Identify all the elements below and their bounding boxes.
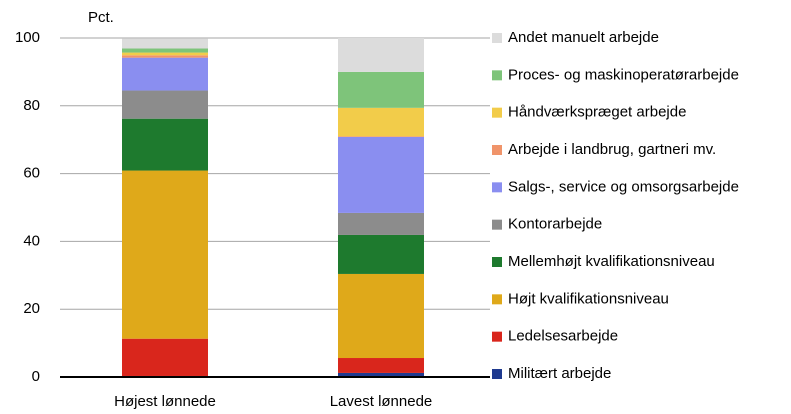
legend-swatch — [492, 182, 502, 193]
bar-segment — [122, 52, 208, 56]
bar-segment — [338, 71, 424, 108]
bar-segment — [338, 212, 424, 235]
bar-segment — [122, 118, 208, 171]
legend-swatch — [492, 70, 502, 81]
legend-label: Mellemhøjt kvalifikationsniveau — [508, 253, 715, 270]
legend-label: Proces- og maskinoperatørarbejde — [508, 66, 739, 83]
legend-swatch — [492, 145, 502, 155]
bar-segment — [122, 57, 208, 91]
bar-segment — [338, 136, 424, 213]
legend-label: Militært arbejde — [508, 365, 611, 382]
bar-segment — [338, 136, 424, 137]
bar-segment — [122, 55, 208, 58]
bar-segment — [122, 170, 208, 339]
legend-label: Højt kvalifikationsniveau — [508, 290, 669, 307]
x-tick-label: Lavest lønnede — [330, 393, 433, 410]
bar-segment — [122, 48, 208, 53]
legend-swatch — [492, 219, 502, 230]
legend-swatch — [492, 369, 502, 379]
legend-label: Salgs-, service og omsorgsarbejde — [508, 178, 739, 195]
legend-swatch — [492, 33, 502, 43]
y-tick-label: 100 — [15, 29, 40, 46]
legend-swatch — [492, 294, 502, 305]
legend-label: Håndværkspræget arbejde — [508, 104, 686, 121]
y-tick-label: 40 — [23, 232, 40, 249]
legend-label: Arbejde i landbrug, gartneri mv. — [508, 141, 716, 158]
bar-segment — [338, 38, 424, 72]
legend-swatch — [492, 331, 502, 342]
bar-segment — [338, 234, 424, 274]
bar-segment — [338, 358, 424, 373]
y-tick-label: 20 — [23, 300, 40, 317]
bar-segment — [122, 338, 208, 376]
y-tick-label: 0 — [32, 368, 40, 385]
bar-segment — [338, 372, 424, 377]
bar-segment — [338, 107, 424, 137]
legend-swatch — [492, 107, 502, 118]
bar-segment — [122, 90, 208, 119]
y-tick-label: 60 — [23, 165, 40, 182]
bar-segment — [122, 38, 208, 49]
legend-label: Kontorarbejde — [508, 216, 602, 233]
legend-swatch — [492, 257, 502, 267]
legend-label: Andet manuelt arbejde — [508, 29, 659, 46]
x-tick-label: Højest lønnede — [114, 393, 216, 410]
bar-segment — [338, 273, 424, 359]
y-tick-label: 80 — [23, 97, 40, 114]
y-axis-label: Pct. — [88, 9, 114, 26]
legend-label: Ledelsesarbejde — [508, 328, 618, 345]
